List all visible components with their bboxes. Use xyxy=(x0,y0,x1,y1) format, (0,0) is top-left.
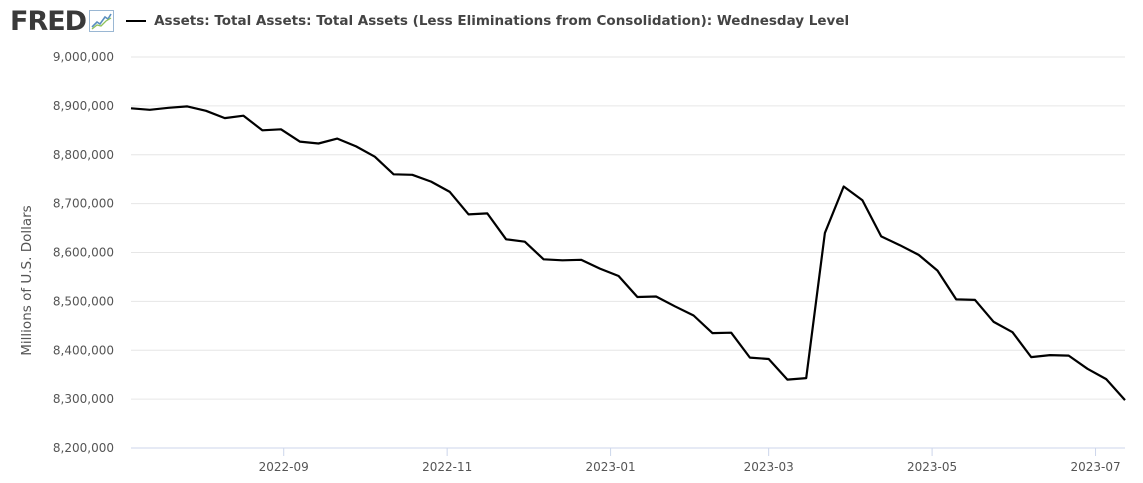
y-tick-label: 8,700,000 xyxy=(53,197,114,211)
x-tick-label: 2023-03 xyxy=(744,460,794,474)
y-axis-label: Millions of U.S. Dollars xyxy=(19,205,35,355)
y-tick-label: 8,800,000 xyxy=(53,148,114,162)
x-tick-label: 2023-05 xyxy=(907,460,957,474)
fred-logo[interactable]: FRED xyxy=(10,5,115,37)
chart-trend-icon xyxy=(89,10,115,32)
legend: Assets: Total Assets: Total Assets (Less… xyxy=(126,13,849,29)
x-axis-ticks: 2022-09 2022-11 2023-01 2023-03 2023-05 2023-… xyxy=(259,448,1121,474)
y-tick-label: 8,300,000 xyxy=(53,392,114,406)
gridlines xyxy=(131,56,1125,400)
y-tick-label: 8,600,000 xyxy=(53,246,114,260)
x-tick-label: 2022-11 xyxy=(422,460,472,474)
y-tick-label: 8,500,000 xyxy=(53,294,114,308)
y-tick-label: 8,400,000 xyxy=(53,343,114,357)
legend-swatch xyxy=(126,20,147,22)
y-tick-label: 8,200,000 xyxy=(53,441,114,455)
series-line xyxy=(130,105,1126,401)
legend-label: Assets: Total Assets: Total Assets (Less… xyxy=(154,13,850,29)
x-tick-label: 2023-01 xyxy=(586,460,636,474)
x-tick-label: 2023-07 xyxy=(1070,460,1120,474)
y-tick-label: 9,000,000 xyxy=(53,50,114,64)
y-axis-ticks: 9,000,000 8,900,000 8,800,000 8,700,000 8,60… xyxy=(53,50,114,455)
y-tick-label: 8,900,000 xyxy=(53,99,114,113)
chart-header: FRED Assets: Total Assets: Total Assets … xyxy=(10,4,849,38)
x-tick-label: 2022-09 xyxy=(259,460,309,474)
logo-text: FRED xyxy=(10,5,87,37)
